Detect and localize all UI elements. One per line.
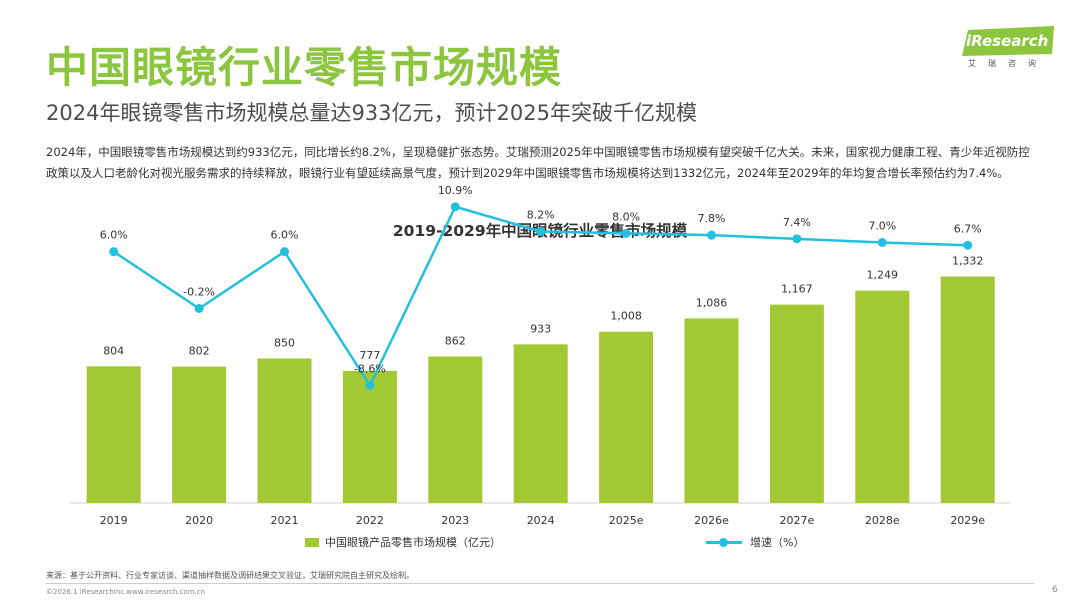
growth-value-label: 7.8%	[698, 212, 726, 225]
growth-point	[536, 227, 546, 236]
growth-value-label: 6.0%	[271, 229, 299, 242]
bar-value-label: 1,249	[867, 269, 899, 282]
x-tick-label: 2027e	[780, 514, 815, 527]
footer-divider	[46, 583, 1034, 584]
x-tick-label: 2020	[185, 514, 213, 527]
x-tick-label: 2025e	[609, 514, 644, 527]
bar-value-label: 1,086	[696, 296, 728, 309]
growth-point	[707, 230, 716, 240]
bar	[684, 318, 739, 503]
bar-value-label: 862	[445, 334, 466, 347]
growth-point	[365, 381, 375, 390]
summary-paragraph: 2024年，中国眼镜零售市场规模达到约933亿元，同比增长约8.2%，呈现稳健扩…	[46, 145, 1030, 180]
legend-line-swatch	[706, 537, 742, 547]
source-note: 来源：基于公开资料、行业专家访谈、渠道抽样数据及调研结果交叉验证，艾瑞研究院自主…	[46, 571, 414, 580]
logo-text: iResearch	[966, 32, 1049, 50]
bar	[599, 331, 654, 503]
bar-value-label: 804	[103, 344, 124, 357]
growth-value-label: 8.0%	[612, 210, 640, 223]
growth-point	[963, 240, 973, 250]
x-tick-label: 2023	[441, 514, 469, 527]
growth-point	[450, 202, 460, 212]
copyright: ©2026.1 iResearchInc.www.iresearch.com.c…	[46, 588, 206, 596]
bar	[342, 370, 397, 503]
legend-bar: 中国眼镜产品零售市场规模（亿元）	[305, 534, 501, 550]
bar-value-label: 1,167	[781, 283, 813, 296]
growth-point	[621, 228, 631, 238]
growth-value-label: 7.0%	[868, 220, 896, 233]
x-tick-label: 2022	[356, 514, 384, 527]
bar-value-label: 1,332	[952, 255, 984, 268]
legend-bar-label: 中国眼镜产品零售市场规模（亿元）	[325, 536, 501, 549]
growth-point	[280, 247, 289, 257]
x-tick-label: 2029e	[950, 514, 985, 527]
x-tick-label: 2019	[100, 514, 128, 527]
growth-value-label: 8.2%	[527, 209, 555, 222]
page-subtitle: 2024年眼镜零售市场规模总量达933亿元，预计2025年突破千亿规模	[46, 101, 697, 125]
growth-point	[109, 247, 119, 257]
legend-bar-swatch	[305, 537, 319, 547]
bar	[86, 366, 141, 503]
bar	[855, 290, 910, 503]
growth-point	[877, 238, 887, 247]
growth-point	[792, 234, 802, 244]
bar-value-label: 777	[359, 349, 380, 362]
bar-value-label: 1,008	[610, 310, 642, 323]
growth-value-label: 10.9%	[438, 184, 473, 197]
x-tick-label: 2028e	[865, 514, 900, 527]
bar-value-label: 850	[274, 337, 295, 350]
growth-value-label: -0.2%	[183, 286, 215, 299]
bar	[769, 304, 824, 503]
bar	[172, 366, 227, 503]
bar	[513, 344, 568, 503]
growth-value-label: -8.6%	[354, 363, 386, 376]
logo-subtext: 艾瑞咨询	[968, 59, 1048, 68]
growth-value-label: 6.0%	[100, 229, 128, 242]
x-tick-label: 2024	[527, 514, 555, 527]
bar	[428, 356, 483, 503]
bar	[940, 276, 995, 503]
legend-line: 增速（%）	[706, 534, 804, 550]
bar	[257, 358, 312, 503]
iresearch-logo-icon	[962, 26, 1054, 56]
x-tick-label: 2021	[271, 514, 299, 527]
growth-point	[194, 304, 204, 313]
growth-value-label: 7.4%	[783, 216, 811, 229]
page-number: 6	[1052, 585, 1058, 595]
growth-value-label: 6.7%	[954, 222, 982, 235]
legend-line-label: 增速（%）	[750, 536, 805, 549]
page-title: 中国眼镜行业零售市场规模	[46, 43, 563, 92]
x-tick-label: 2026e	[694, 514, 729, 527]
bar-value-label: 802	[189, 345, 210, 358]
bar-value-label: 933	[530, 322, 551, 335]
